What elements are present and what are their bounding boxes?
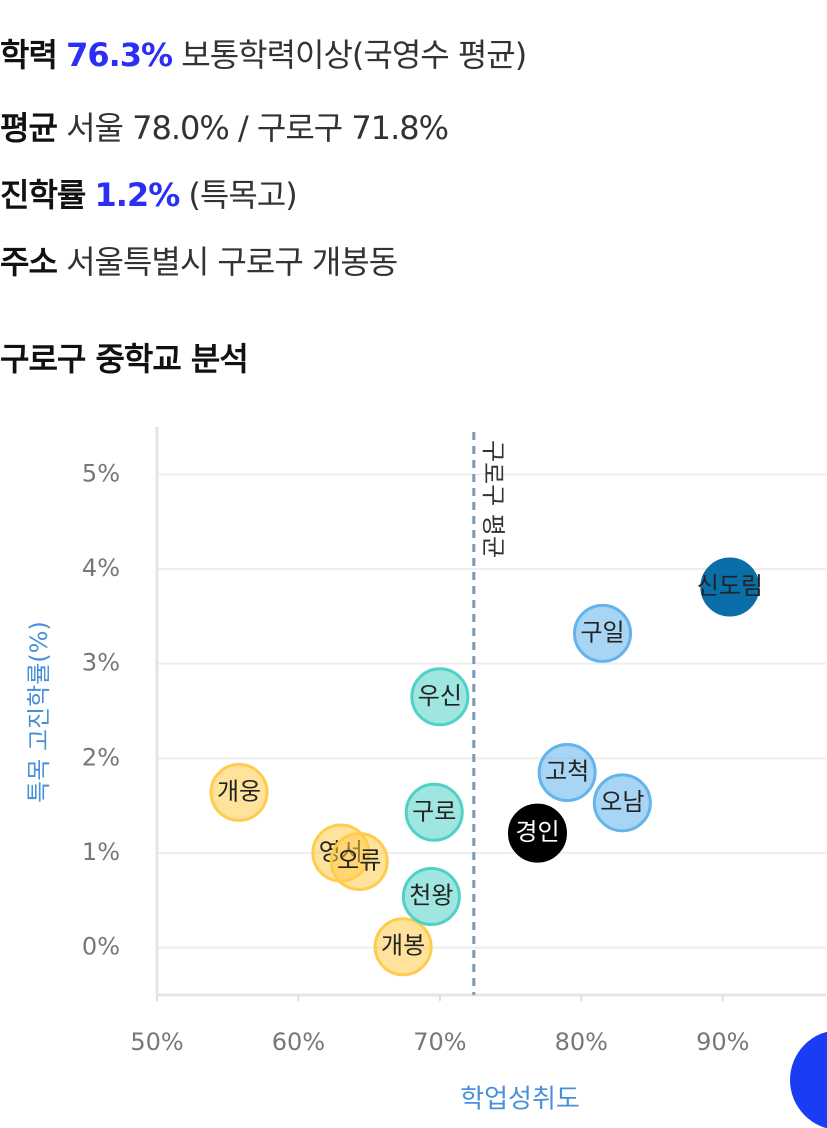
point: [410, 667, 470, 727]
point-label: 구로: [412, 797, 456, 825]
y-tick-label: 0%: [82, 933, 120, 961]
info-row: 주소 서울특별시 구로구 개봉동: [0, 237, 398, 283]
point-label: 고척: [545, 758, 589, 786]
section-title: 구로구 중학교 분석: [0, 340, 249, 378]
point-label: 신도림: [697, 572, 763, 600]
x-tick-label: 80%: [555, 1028, 608, 1056]
floating-button[interactable]: [790, 1030, 827, 1128]
info-text: (특목고): [188, 176, 297, 214]
point: [507, 803, 567, 863]
info-label: 학력: [0, 36, 58, 74]
point-label: 오류: [337, 847, 381, 875]
info-highlight: 76.3%: [66, 36, 173, 74]
info-label: 주소: [0, 243, 58, 281]
info-label: 평균: [0, 109, 58, 147]
info-text: 서울특별시 구로구 개봉동: [66, 243, 398, 281]
point-label: 개웅: [217, 777, 261, 805]
point: [700, 557, 760, 617]
x-tick-label: 60%: [272, 1028, 325, 1056]
point: [209, 762, 269, 822]
point-label: 천왕: [409, 882, 453, 910]
y-tick-label: 5%: [82, 459, 120, 487]
point: [592, 773, 652, 833]
info-label: 진학률: [0, 176, 86, 214]
reference-label: 구로구 평균: [479, 440, 507, 558]
point: [329, 832, 389, 892]
point: [573, 603, 633, 663]
y-axis-title: 특목 고진학률(%): [25, 621, 53, 803]
point-label: 구일: [580, 618, 624, 646]
x-tick-label: 50%: [130, 1028, 183, 1056]
point: [404, 782, 464, 842]
info-text: 보통학력이상(국영수 평균): [181, 36, 527, 74]
point-label: 경인: [515, 818, 559, 846]
y-tick-label: 3%: [82, 649, 120, 677]
y-tick-label: 1%: [82, 838, 120, 866]
y-tick-label: 4%: [82, 554, 120, 582]
x-tick-label: 70%: [413, 1028, 466, 1056]
point: [537, 743, 597, 803]
info-row: 진학률 1.2% (특목고): [0, 170, 298, 216]
point-label: 개봉: [381, 932, 425, 960]
point: [401, 867, 461, 927]
y-tick-label: 2%: [82, 743, 120, 771]
info-text: 서울 78.0% / 구로구 71.8%: [66, 109, 449, 147]
x-tick-label: 90%: [696, 1028, 749, 1056]
point: [373, 917, 433, 977]
info-highlight: 1.2%: [94, 176, 181, 214]
point-label: 우신: [418, 682, 462, 710]
info-row: 평균 서울 78.0% / 구로구 71.8%: [0, 103, 449, 149]
point-label: 오남: [600, 788, 644, 816]
x-axis-title: 학업성취도: [460, 1085, 580, 1115]
info-row: 학력 76.3% 보통학력이상(국영수 평균): [0, 30, 527, 76]
